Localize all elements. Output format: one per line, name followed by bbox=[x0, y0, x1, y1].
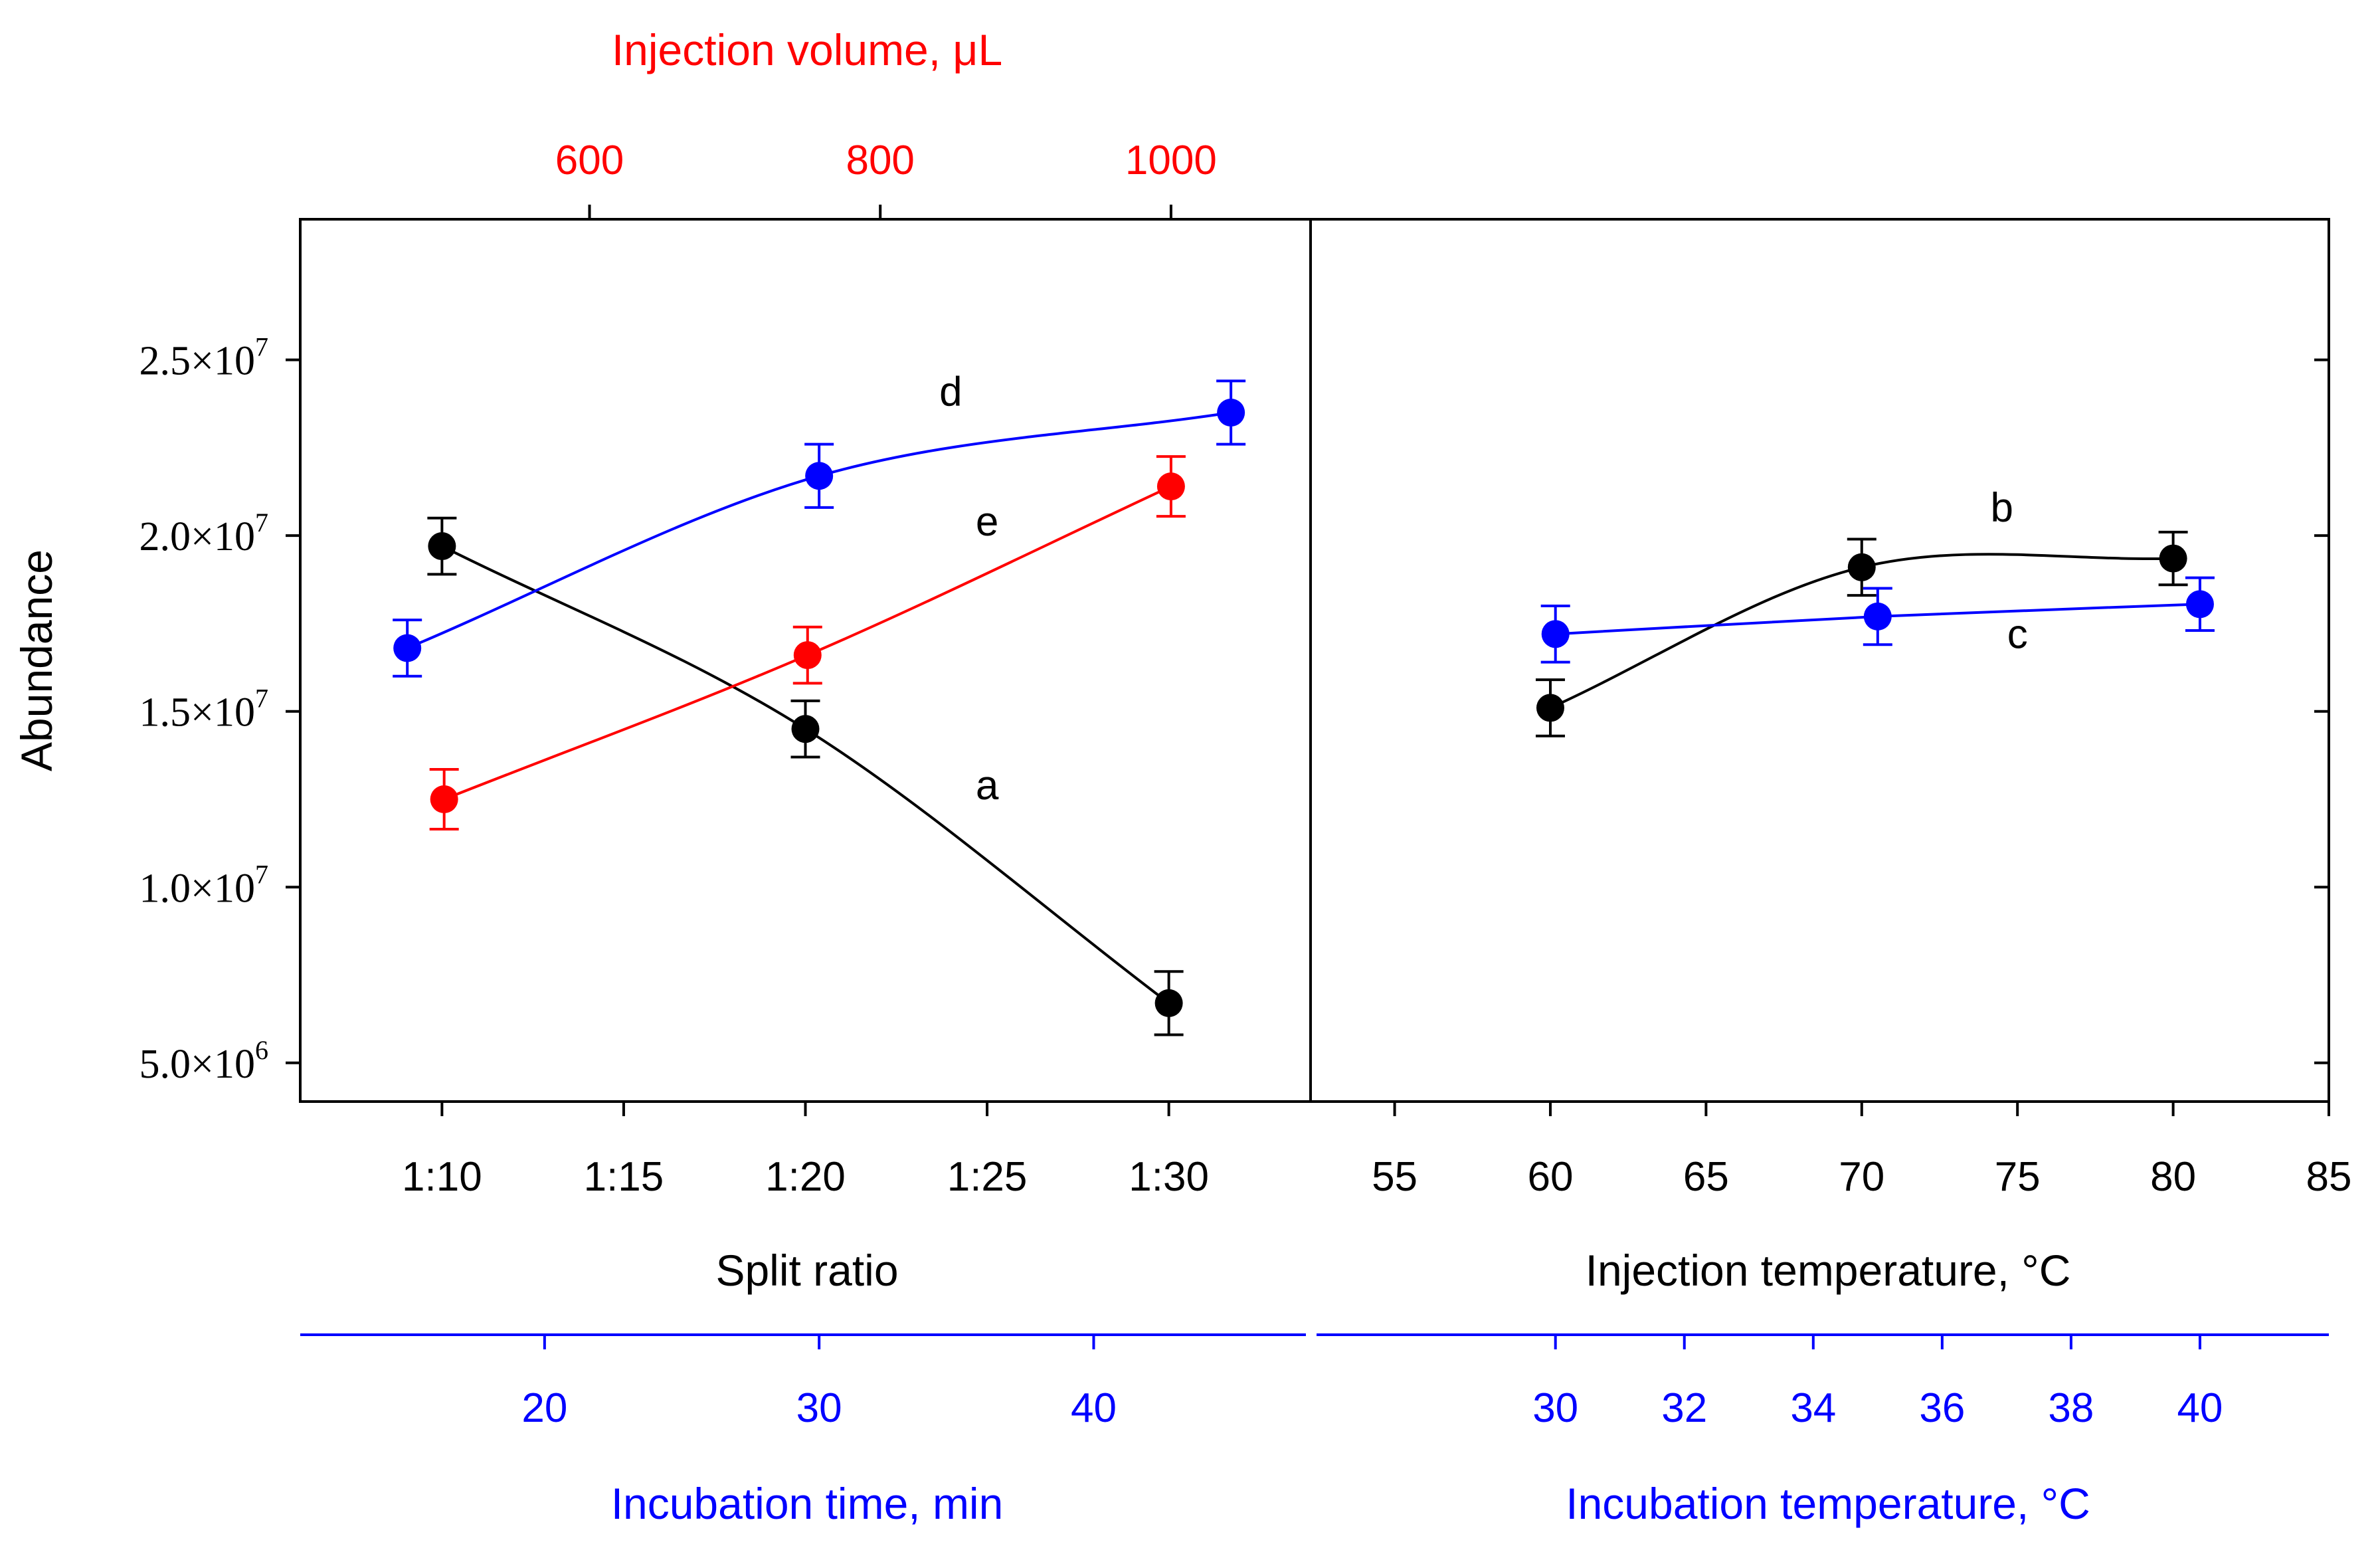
series-e-point bbox=[1156, 472, 1185, 501]
right-blue-tick-label: 34 bbox=[1790, 1385, 1836, 1431]
right-x-tick-label: 80 bbox=[2150, 1154, 2196, 1200]
series-c-point bbox=[1541, 620, 1570, 648]
series-a-point bbox=[428, 532, 456, 561]
series-e-point bbox=[793, 641, 822, 670]
series-a-point bbox=[791, 715, 820, 743]
marks-layer bbox=[393, 379, 2215, 1036]
left-blue-axis-title: Incubation time, min bbox=[611, 1479, 1004, 1528]
right-plot-frame bbox=[1309, 218, 2330, 1103]
series-c-point bbox=[1863, 602, 1892, 631]
y-tick-label: 1.0×107 bbox=[139, 859, 268, 911]
y-tick-label-part: × bbox=[191, 514, 214, 559]
left-x-tick-label: 1:15 bbox=[584, 1154, 664, 1200]
right-x-tick-label: 65 bbox=[1683, 1154, 1729, 1200]
right-blue-tick-label: 40 bbox=[2177, 1385, 2223, 1431]
right-blue-tick-label: 32 bbox=[1661, 1385, 1707, 1431]
y-tick-label-exponent: 7 bbox=[255, 859, 268, 889]
top-x-tick-label: 800 bbox=[846, 138, 914, 183]
series-a-point bbox=[1154, 989, 1183, 1017]
series-a-line bbox=[441, 545, 1170, 1005]
y-tick-label-part: 10 bbox=[214, 690, 255, 735]
right-x-tick-label: 70 bbox=[1839, 1154, 1884, 1200]
curves-layer bbox=[407, 411, 2201, 1005]
y-tick-label: 2.5×107 bbox=[139, 332, 268, 384]
y-tick-label-part: 10 bbox=[214, 514, 255, 559]
series-e-point bbox=[430, 785, 458, 813]
y-tick-label: 1.5×107 bbox=[139, 684, 268, 735]
top-x-tick-label: 600 bbox=[555, 138, 624, 183]
y-tick-label-part: 5.0 bbox=[139, 1042, 191, 1087]
y-tick-label-part: × bbox=[191, 1042, 214, 1087]
top-x-axis-title: Injection volume, μL bbox=[612, 25, 1002, 74]
y-tick-label-part: 2.5 bbox=[139, 339, 191, 384]
right-x-tick-label: 60 bbox=[1527, 1154, 1573, 1200]
series-c-point bbox=[2185, 590, 2214, 619]
y-tick-label-part: 10 bbox=[214, 339, 255, 384]
series-label-b: b bbox=[1991, 485, 2013, 531]
labels-layer: a d e b c bbox=[939, 369, 2028, 809]
y-axis-title: Abundance bbox=[12, 549, 61, 771]
y-tick-label-part: × bbox=[191, 866, 214, 911]
y-tick-label-part: 10 bbox=[214, 1042, 255, 1087]
right-x-tick-label: 55 bbox=[1372, 1154, 1418, 1200]
series-label-a: a bbox=[976, 763, 999, 809]
y-tick-label-part: 1.0 bbox=[139, 866, 191, 911]
left-x-tick-label: 1:25 bbox=[947, 1154, 1028, 1200]
right-blue-tick-label: 36 bbox=[1919, 1385, 1965, 1431]
series-b-point bbox=[1847, 553, 1876, 581]
y-tick-label-exponent: 7 bbox=[255, 684, 268, 714]
left-x-axis-title: Split ratio bbox=[715, 1246, 898, 1295]
series-d-point bbox=[1217, 398, 1245, 427]
right-blue-tick-label: 30 bbox=[1532, 1385, 1578, 1431]
y-tick-label-exponent: 6 bbox=[255, 1035, 268, 1065]
series-label-e: e bbox=[976, 499, 998, 545]
right-blue-tick-label: 38 bbox=[2048, 1385, 2094, 1431]
right-blue-axis-title: Incubation temperature, °C bbox=[1566, 1479, 2090, 1528]
series-label-d: d bbox=[939, 369, 962, 415]
y-tick-label: 5.0×106 bbox=[139, 1035, 268, 1087]
y-tick-label: 2.0×107 bbox=[139, 508, 268, 559]
y-tick-label-part: × bbox=[191, 690, 214, 735]
right-x-tick-label: 75 bbox=[1995, 1154, 2041, 1200]
y-tick-label-part: 2.0 bbox=[139, 514, 191, 559]
left-blue-tick-label: 30 bbox=[796, 1385, 842, 1431]
series-b-point bbox=[1536, 694, 1564, 722]
axes-layer: 5.0×1061.0×1071.5×1072.0×1072.5×107Abund… bbox=[12, 25, 2351, 1528]
left-x-tick-label: 1:10 bbox=[402, 1154, 482, 1200]
series-b-point bbox=[2159, 544, 2187, 573]
left-blue-tick-label: 40 bbox=[1071, 1385, 1117, 1431]
right-x-axis-title: Injection temperature, °C bbox=[1586, 1246, 2071, 1295]
left-blue-tick-label: 20 bbox=[521, 1385, 567, 1431]
series-d-point bbox=[805, 462, 834, 490]
top-x-tick-label: 1000 bbox=[1125, 138, 1217, 183]
series-label-c: c bbox=[2007, 611, 2028, 657]
y-tick-label-part: 1.5 bbox=[139, 690, 191, 735]
y-tick-label-part: × bbox=[191, 339, 214, 384]
y-tick-label-exponent: 7 bbox=[255, 508, 268, 537]
left-x-tick-label: 1:20 bbox=[765, 1154, 846, 1200]
right-x-tick-label: 85 bbox=[2306, 1154, 2352, 1200]
y-tick-label-part: 10 bbox=[214, 866, 255, 911]
y-tick-label-exponent: 7 bbox=[255, 332, 268, 362]
left-x-tick-label: 1:30 bbox=[1129, 1154, 1209, 1200]
series-d-point bbox=[393, 634, 422, 662]
